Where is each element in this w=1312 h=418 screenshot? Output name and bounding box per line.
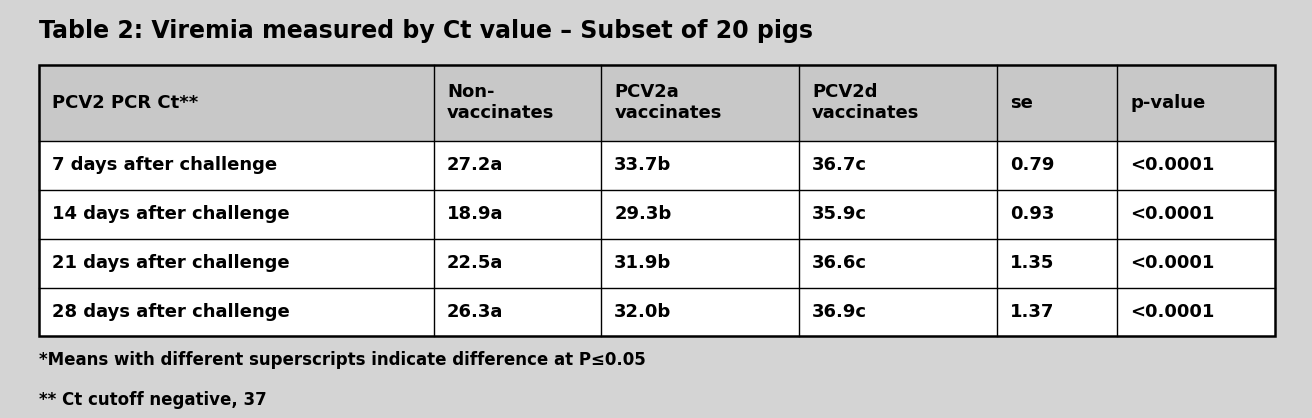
Text: 29.3b: 29.3b (614, 205, 672, 223)
Text: 36.7c: 36.7c (812, 156, 867, 174)
Text: 7 days after challenge: 7 days after challenge (52, 156, 278, 174)
Text: 28 days after challenge: 28 days after challenge (52, 303, 290, 321)
Bar (39, 141, 1275, 190)
Text: se: se (1010, 94, 1033, 112)
Text: ** Ct cutoff negative, 37: ** Ct cutoff negative, 37 (39, 391, 268, 409)
Text: Non-
vaccinates: Non- vaccinates (447, 83, 555, 122)
Bar (39, 65, 1275, 141)
Text: 14 days after challenge: 14 days after challenge (52, 205, 290, 223)
Text: <0.0001: <0.0001 (1131, 254, 1215, 272)
Text: 33.7b: 33.7b (614, 156, 672, 174)
Text: <0.0001: <0.0001 (1131, 205, 1215, 223)
Text: 36.6c: 36.6c (812, 254, 867, 272)
Bar (39, 190, 1275, 239)
Bar (39, 288, 1275, 336)
Text: PCV2 PCR Ct**: PCV2 PCR Ct** (52, 94, 198, 112)
Text: 0.93: 0.93 (1010, 205, 1055, 223)
Text: 26.3a: 26.3a (447, 303, 504, 321)
Text: *Means with different superscripts indicate difference at P≤0.05: *Means with different superscripts indic… (39, 351, 646, 369)
Text: 35.9c: 35.9c (812, 205, 867, 223)
Text: PCV2a
vaccinates: PCV2a vaccinates (614, 83, 722, 122)
Text: <0.0001: <0.0001 (1131, 303, 1215, 321)
Text: p-value: p-value (1131, 94, 1206, 112)
Bar (39, 239, 1275, 288)
Text: 36.9c: 36.9c (812, 303, 867, 321)
Text: 32.0b: 32.0b (614, 303, 672, 321)
Text: PCV2d
vaccinates: PCV2d vaccinates (812, 83, 920, 122)
Text: 1.35: 1.35 (1010, 254, 1055, 272)
Text: 1.37: 1.37 (1010, 303, 1055, 321)
Text: 31.9b: 31.9b (614, 254, 672, 272)
Text: Table 2: Viremia measured by Ct value – Subset of 20 pigs: Table 2: Viremia measured by Ct value – … (39, 19, 813, 43)
Text: 21 days after challenge: 21 days after challenge (52, 254, 290, 272)
Text: <0.0001: <0.0001 (1131, 156, 1215, 174)
Bar (39, 65, 1275, 336)
Text: 22.5a: 22.5a (447, 254, 504, 272)
Text: 0.79: 0.79 (1010, 156, 1055, 174)
Text: 27.2a: 27.2a (447, 156, 504, 174)
Text: 18.9a: 18.9a (447, 205, 504, 223)
